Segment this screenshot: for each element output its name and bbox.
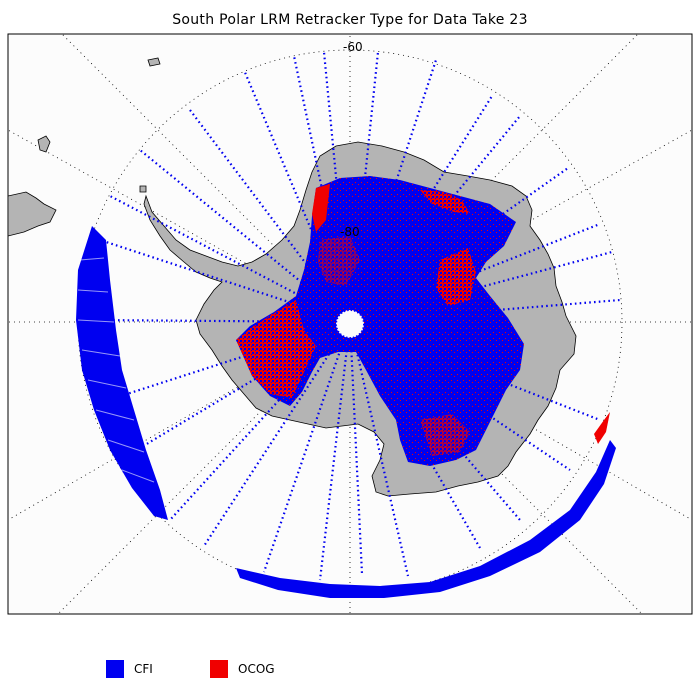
legend-label-ocog: OCOG bbox=[238, 662, 275, 676]
legend-swatch-ocog bbox=[210, 660, 228, 678]
left-swath bbox=[76, 226, 168, 520]
ocog-region bbox=[236, 300, 316, 398]
ocog-region bbox=[420, 190, 470, 214]
bottom-swath bbox=[236, 440, 616, 598]
legend-swatch-cfi bbox=[106, 660, 124, 678]
latitude-label-80: -80 bbox=[340, 225, 360, 239]
legend-label-cfi: CFI bbox=[134, 662, 153, 676]
ocog-region bbox=[420, 414, 470, 456]
latitude-circle-60 bbox=[77, 49, 623, 595]
latitude-label-60: -60 bbox=[343, 40, 363, 54]
left-swath-texture bbox=[77, 257, 155, 483]
ocog-region bbox=[318, 236, 360, 286]
legend-item-ocog: OCOG bbox=[210, 660, 275, 678]
pole-hole bbox=[336, 310, 364, 338]
ocog-region bbox=[436, 248, 476, 306]
legend-item-cfi: CFI bbox=[106, 660, 153, 678]
falklands-land bbox=[37, 135, 51, 153]
cfi-coverage bbox=[236, 176, 524, 466]
island bbox=[139, 185, 147, 193]
ocog-region bbox=[312, 184, 330, 232]
pole-ring bbox=[335, 309, 365, 339]
south-america-land bbox=[8, 191, 57, 237]
map-title: South Polar LRM Retracker Type for Data … bbox=[172, 12, 528, 28]
bottom-swath-red bbox=[594, 412, 610, 444]
island bbox=[147, 57, 161, 67]
